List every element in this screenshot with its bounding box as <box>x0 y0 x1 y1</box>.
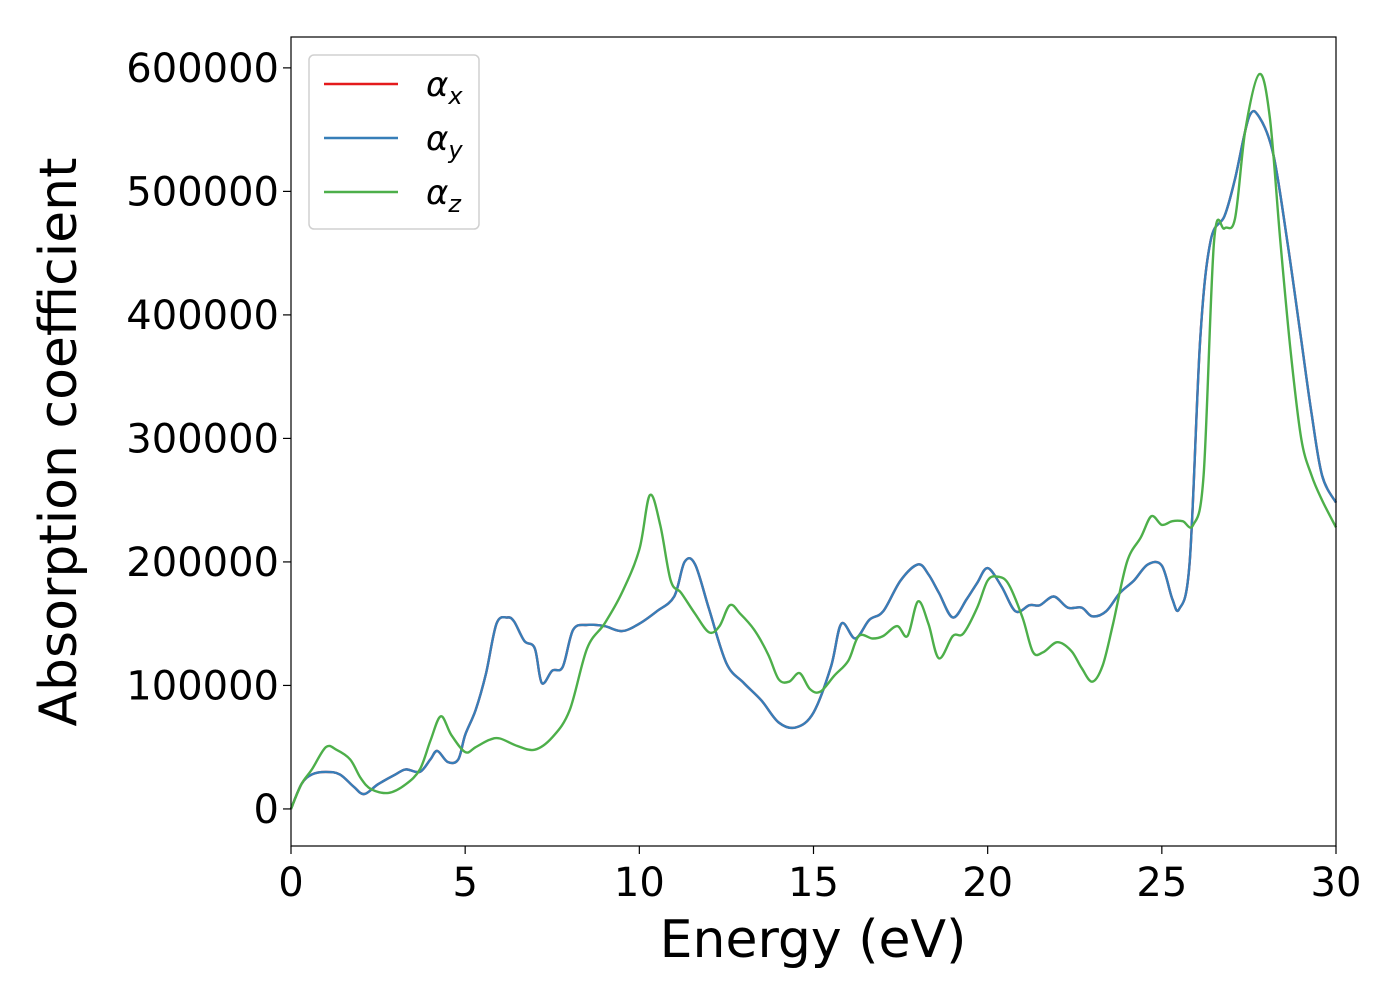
y-tick-label: 200000 <box>126 540 279 586</box>
x-tick-label: 25 <box>1136 860 1187 906</box>
y-axis-title: Absorption coefficient <box>29 157 89 726</box>
y-tick-label: 500000 <box>126 169 279 215</box>
legend-label-z: αz <box>426 173 462 218</box>
legend: αx αy αz <box>308 54 480 230</box>
legend-label-x: αx <box>426 65 463 110</box>
x-tick-label: 5 <box>452 860 477 906</box>
x-tick-label: 20 <box>962 860 1013 906</box>
x-axis-title: Energy (eV) <box>660 910 967 970</box>
y-tick-label: 400000 <box>126 293 279 339</box>
x-tick-label: 10 <box>614 860 665 906</box>
legend-label-y: αy <box>426 119 463 164</box>
x-tick-label: 15 <box>788 860 839 906</box>
y-tick-label: 0 <box>254 787 279 833</box>
legend-box <box>308 54 480 230</box>
series-lines <box>289 72 1338 810</box>
y-tick-label: 600000 <box>126 46 279 92</box>
series-line-y <box>289 109 1338 810</box>
y-tick-label: 300000 <box>126 416 279 462</box>
y-tick-label: 100000 <box>126 663 279 709</box>
y-axis: 0 100000 200000 300000 400000 500000 600000 <box>126 46 291 833</box>
x-tick-label: 30 <box>1311 860 1362 906</box>
series-line-z <box>289 72 1338 810</box>
x-tick-label: 0 <box>278 860 303 906</box>
x-axis: 0 5 10 15 20 25 30 <box>278 846 1361 906</box>
